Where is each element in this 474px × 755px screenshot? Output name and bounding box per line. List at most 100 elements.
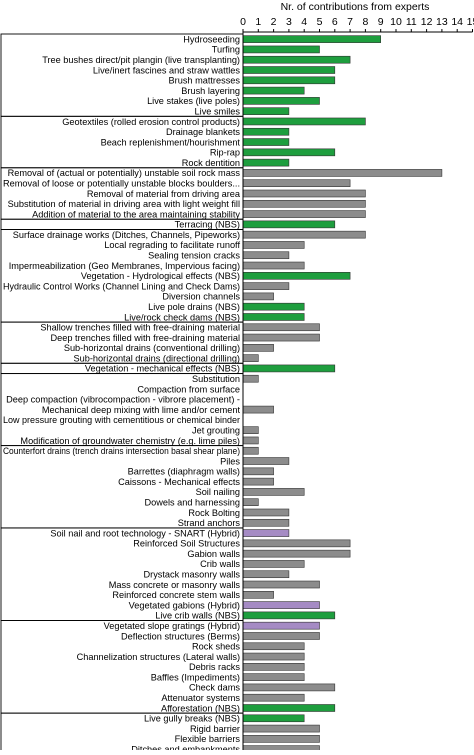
bar <box>242 323 320 332</box>
category-label: Modification of groundwater chemistry (e… <box>20 436 240 446</box>
x-axis-title: Nr. of contributions from experts <box>281 1 430 13</box>
category-label: Diversion channels <box>162 292 240 302</box>
category-label: Beach replenishment/hourishment <box>101 137 241 147</box>
bar <box>242 724 320 733</box>
category-label: Dowels and harnessing <box>144 497 240 507</box>
bar <box>242 313 305 321</box>
bar <box>242 446 259 455</box>
category-label: Deep compaction (vibrocompaction - vibro… <box>6 395 240 405</box>
bar <box>242 549 351 558</box>
bar <box>242 45 320 54</box>
bar <box>242 364 336 373</box>
bar <box>242 580 320 589</box>
bar <box>242 477 274 486</box>
category-label: Live gully breaks (NBS) <box>144 714 240 724</box>
bar <box>242 632 320 640</box>
category-label: Addition of material to the area maintai… <box>32 209 240 219</box>
category-label: Caissons - Mechanical effects <box>118 477 240 487</box>
category-label: Hydroseeding <box>183 34 240 44</box>
bar <box>242 76 336 85</box>
category-label: Compaction from surface <box>137 384 240 394</box>
category-label: Counterfort drains (trench drains inters… <box>3 446 240 456</box>
category-label: Drystack masonry walls <box>144 570 241 580</box>
category-label: Afforestation (NBS) <box>161 703 240 713</box>
bar <box>242 210 366 218</box>
bar <box>242 138 290 146</box>
x-tick-label: 13 <box>436 16 448 28</box>
bar <box>242 55 351 64</box>
bar <box>242 642 305 651</box>
category-label: Live crib walls (NBS) <box>155 611 240 621</box>
bar <box>242 241 305 249</box>
bar <box>242 107 290 115</box>
category-label: Substitution <box>192 374 240 384</box>
category-label: Sub-horizontal drains (directional drill… <box>74 353 240 363</box>
bar <box>242 117 366 126</box>
bar <box>242 230 366 239</box>
bar <box>242 539 351 548</box>
bar <box>242 652 305 661</box>
bar <box>242 35 381 43</box>
category-label: Sub-horizontal drains (conventional dril… <box>64 343 240 353</box>
category-label: Live/inert fascines and straw wattles <box>93 65 240 75</box>
category-label: Turfing <box>212 45 240 55</box>
bar <box>242 189 366 198</box>
bar <box>242 436 259 445</box>
category-label: Hydraulic Control Works (Channel Lining … <box>3 281 240 291</box>
bar <box>242 97 320 105</box>
x-tick-label: 14 <box>451 16 463 28</box>
category-label: Gabion walls <box>187 549 240 559</box>
bar <box>242 621 320 630</box>
bar <box>242 148 336 157</box>
category-label: Ditches and embankments <box>131 744 240 750</box>
bar <box>242 158 290 167</box>
bar <box>242 127 290 136</box>
category-label: Impermeabilization (Geo Membranes, Imper… <box>9 261 240 271</box>
category-label: Removal of loose or potentially unstable… <box>3 179 240 189</box>
bar <box>242 220 336 229</box>
category-label: Reinforced concrete stem walls <box>112 590 240 600</box>
bar <box>242 405 274 414</box>
category-label: Brush mattresses <box>169 76 241 86</box>
category-label: Vegetated slope gratings (Hybrid) <box>104 621 240 631</box>
x-tick-label: 8 <box>362 16 368 28</box>
bar <box>242 86 305 95</box>
bar <box>242 745 320 753</box>
bar <box>242 673 305 681</box>
category-label: Check dams <box>189 683 240 693</box>
bar <box>242 261 305 270</box>
category-label: Removal of material from driving area <box>87 189 241 199</box>
bar <box>242 66 336 74</box>
category-label: Debris racks <box>189 662 240 672</box>
bar <box>242 735 320 743</box>
x-tick-label: 7 <box>347 16 353 28</box>
category-label: Reinforced Soil Structures <box>133 539 240 549</box>
category-label: Local regrading to facilitate runoff <box>104 240 240 250</box>
bar <box>242 498 259 506</box>
category-label: Terracing (NBS) <box>175 220 240 230</box>
category-label: Soil nailing <box>196 487 240 497</box>
bar <box>242 508 290 517</box>
category-label: Rock sheds <box>192 642 240 652</box>
category-label: Removal of (actual or potentially) unsta… <box>8 168 241 178</box>
bar <box>242 704 336 712</box>
bar <box>242 179 351 188</box>
category-label: Mass concrete or masonry walls <box>109 580 241 590</box>
category-label: Rigid barrier <box>190 724 240 734</box>
category-label: Vegetation - Hydrological effects (NBS) <box>81 271 240 281</box>
bar <box>242 302 305 311</box>
bar <box>242 663 305 671</box>
x-tick-label: 0 <box>240 16 246 28</box>
x-tick-label: 9 <box>378 16 384 28</box>
bar <box>242 560 305 568</box>
bar <box>242 570 290 579</box>
x-tick-label: 12 <box>421 16 433 28</box>
category-label: Brush layering <box>181 86 240 96</box>
category-label: Rock dentition <box>182 158 240 168</box>
bar <box>242 272 351 280</box>
x-axis-ticks: 0123456789101112131415 <box>240 16 474 32</box>
category-label: Flexible barriers <box>175 734 241 744</box>
bar <box>242 169 443 177</box>
